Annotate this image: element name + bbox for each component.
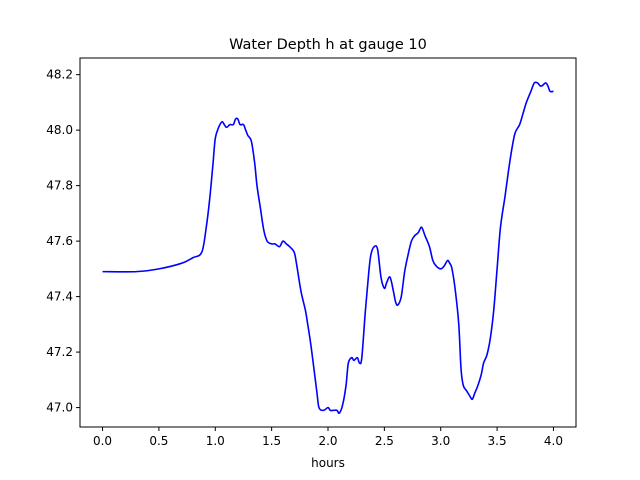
y-tick-label: 47.6 [46,234,73,248]
y-tick-label: 48.0 [46,123,73,137]
x-tick-label: 2.5 [375,434,394,448]
x-axis-label: hours [311,456,345,470]
x-axis: 0.0 0.5 1.0 1.5 2.0 2.5 3.0 3.5 4.0 [93,427,563,448]
y-tick-label: 48.2 [46,68,73,82]
x-tick-label: 1.5 [262,434,281,448]
x-tick-label: 3.5 [488,434,507,448]
x-tick-label: 0.0 [93,434,112,448]
x-tick-label: 4.0 [544,434,563,448]
series-layer [102,81,554,415]
y-tick-label: 47.2 [46,345,73,359]
y-tick-label: 47.4 [46,290,73,304]
x-tick-label: 2.0 [318,434,337,448]
x-tick-label: 0.5 [149,434,168,448]
plot-background [80,58,576,427]
y-tick-label: 47.0 [46,401,73,415]
series-line-0 [102,81,554,415]
y-tick-label: 47.8 [46,179,73,193]
y-axis: 47.0 47.2 47.4 47.6 47.8 48.0 48.2 [46,68,80,415]
x-tick-label: 1.0 [206,434,225,448]
chart-title: Water Depth h at gauge 10 [229,37,427,53]
x-tick-label: 3.0 [431,434,450,448]
